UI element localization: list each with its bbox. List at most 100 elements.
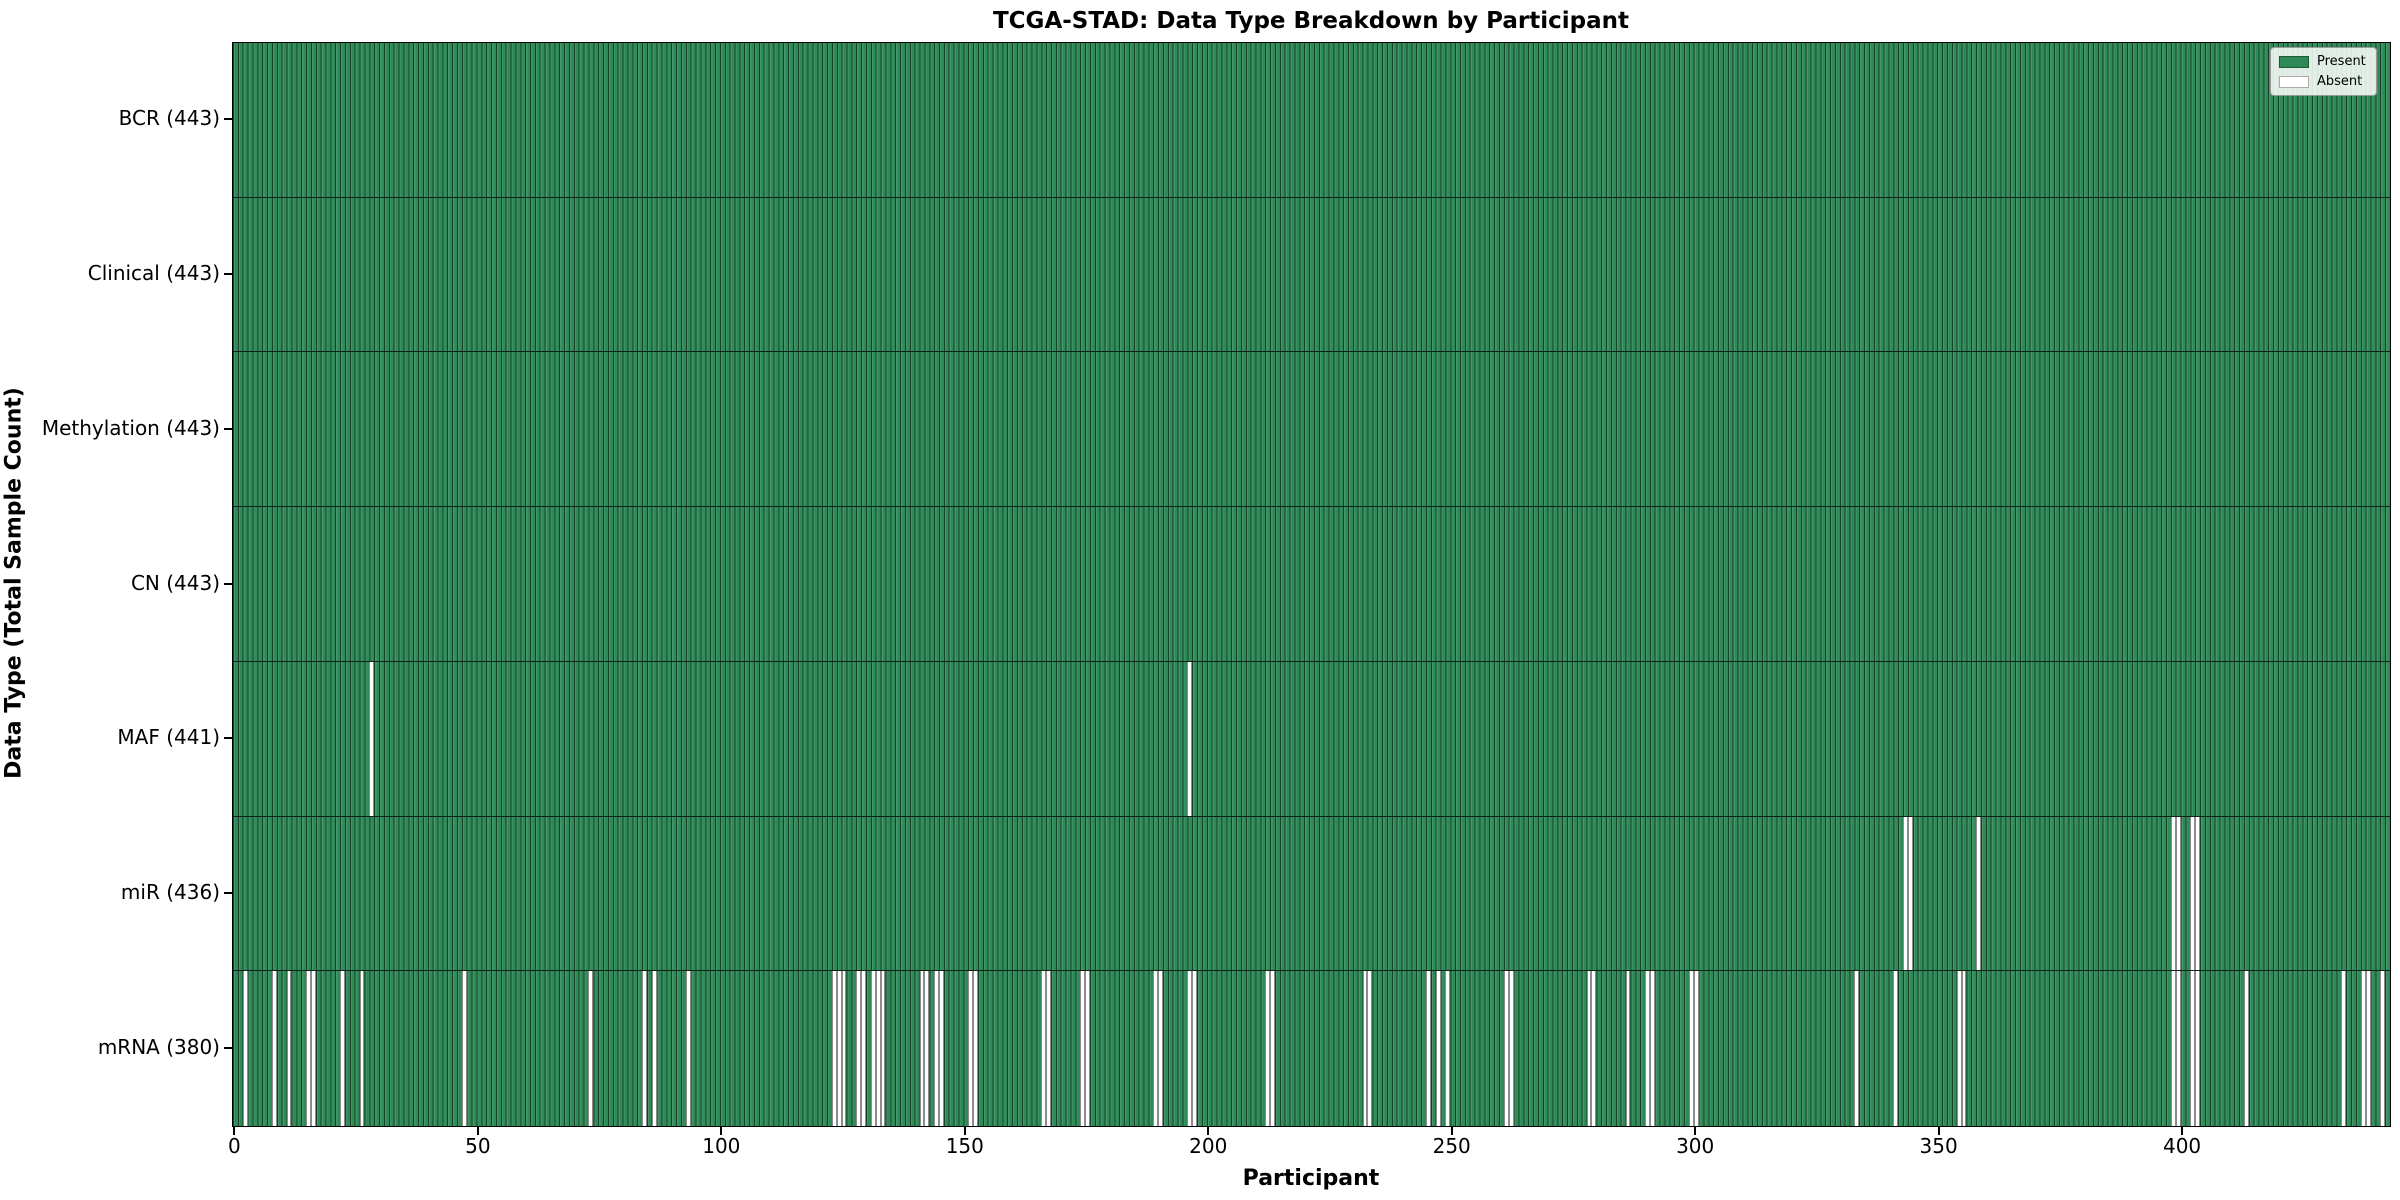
x-tick-mark [1937,1126,1940,1135]
y-tick-mark [224,891,233,894]
x-axis-title: Participant [1242,1166,1380,1191]
absent-bar [1625,971,1631,1126]
x-tick-mark [963,1126,966,1135]
heatmap-row-Methylation [233,352,2390,508]
absent-bar [2175,816,2181,971]
absent-bar [1961,971,1967,1126]
absent-bar [369,661,375,816]
y-tick-mark [224,582,233,585]
absent-bar [924,971,930,1126]
x-tick-mark [1207,1126,1210,1135]
absent-bar [340,971,345,1126]
x-tick-label-0: 0 [228,1134,241,1158]
y-tick-mark [224,737,233,740]
absent-bar [1435,971,1441,1126]
y-tick-mark [224,118,233,121]
y-tick-label-Methylation: Methylation (443) [41,415,220,440]
y-tick-mark [224,273,233,276]
legend: Present Absent [2270,47,2377,96]
x-tick-label-300: 300 [1676,1134,1715,1158]
x-tick-mark [1694,1126,1697,1135]
legend-swatch-present [2279,55,2309,68]
x-tick-label-400: 400 [2162,1134,2202,1158]
absent-bar [1508,971,1514,1126]
heatmap-row-miR [233,816,2390,972]
x-tick-mark [720,1126,723,1135]
absent-bar [1693,971,1699,1126]
y-tick-label-CN: CN (443) [130,570,220,595]
heatmap-row-BCR [233,43,2390,198]
heatmap-row-MAF [233,661,2390,817]
heatmap-row-Clinical [233,197,2390,353]
x-tick-mark [2181,1126,2184,1135]
y-tick-label-mRNA: mRNA (380) [97,1034,220,1059]
x-tick-label-150: 150 [945,1134,984,1158]
absent-bar [242,971,248,1126]
y-tick-label-miR: miR (436) [120,879,220,904]
absent-bar [880,971,886,1126]
absent-bar [1649,971,1655,1126]
absent-bar [588,971,594,1126]
absent-bar [286,971,292,1126]
legend-swatch-absent [2279,75,2309,88]
x-tick-label-350: 350 [1919,1134,1958,1158]
absent-bar [2380,971,2386,1126]
bar-edges-overlay [233,661,2390,816]
absent-bar [2365,971,2371,1126]
absent-bar [685,971,691,1126]
absent-bar [2195,971,2201,1126]
absent-bar [1158,971,1163,1126]
bar-edges-overlay [233,971,2390,1126]
bar-edges-overlay [233,352,2390,507]
absent-bar [841,971,847,1126]
absent-bar [2175,971,2181,1126]
absent-bar [2195,816,2201,971]
absent-bar [1046,971,1051,1126]
absent-bar [2243,971,2249,1126]
absent-bar [1425,971,1431,1126]
x-tick-mark [233,1126,236,1135]
legend-item-present: Present [2279,54,2366,69]
legend-item-absent: Absent [2279,74,2366,89]
x-tick-label-50: 50 [465,1134,491,1158]
bar-edges-overlay [233,197,2390,352]
heatmap-row-mRNA [233,971,2390,1126]
x-tick-label-200: 200 [1189,1134,1228,1158]
absent-bar [271,971,277,1126]
legend-label: Present [2317,54,2366,69]
x-tick-label-250: 250 [1432,1134,1471,1158]
bar-edges-overlay [233,43,2390,197]
absent-bar [861,971,866,1126]
absent-bar [1976,816,1981,971]
absent-bar [359,971,365,1126]
absent-bar [1893,971,1899,1126]
absent-bar [973,971,978,1126]
y-tick-mark [224,427,233,430]
absent-bar [1854,971,1860,1126]
bar-edges-overlay [233,507,2390,661]
heatmap-plot-area [232,42,2391,1127]
absent-bar [1907,816,1913,971]
absent-bar [461,971,467,1126]
absent-bar [310,971,316,1126]
x-tick-mark [476,1126,479,1135]
chart-title: TCGA-STAD: Data Type Breakdown by Partic… [992,8,1630,34]
x-tick-mark [1450,1126,1453,1135]
absent-bar [651,971,657,1126]
absent-bar [1187,661,1193,816]
absent-bar [1270,971,1275,1126]
absent-bar [1085,971,1090,1126]
y-tick-label-MAF: MAF (441) [117,725,220,750]
x-tick-label-100: 100 [702,1134,741,1158]
legend-label: Absent [2317,74,2363,89]
absent-bar [1591,971,1597,1126]
absent-bar [1445,971,1451,1126]
y-tick-label-Clinical: Clinical (443) [87,261,220,286]
absent-bar [1367,971,1373,1126]
bar-edges-overlay [233,816,2390,971]
absent-bar [642,971,647,1126]
absent-bar [2341,971,2347,1126]
y-tick-label-BCR: BCR (443) [118,106,220,131]
y-tick-mark [224,1046,233,1049]
heatmap-row-CN [233,507,2390,662]
